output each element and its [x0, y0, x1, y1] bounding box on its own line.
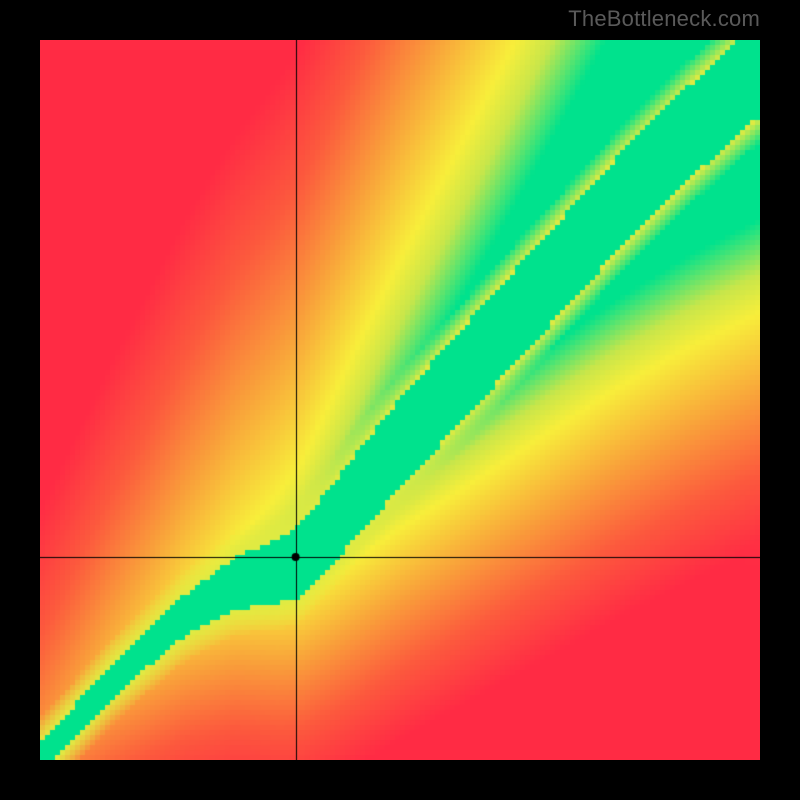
bottleneck-heatmap	[40, 40, 760, 760]
watermark-text: TheBottleneck.com	[568, 6, 760, 32]
